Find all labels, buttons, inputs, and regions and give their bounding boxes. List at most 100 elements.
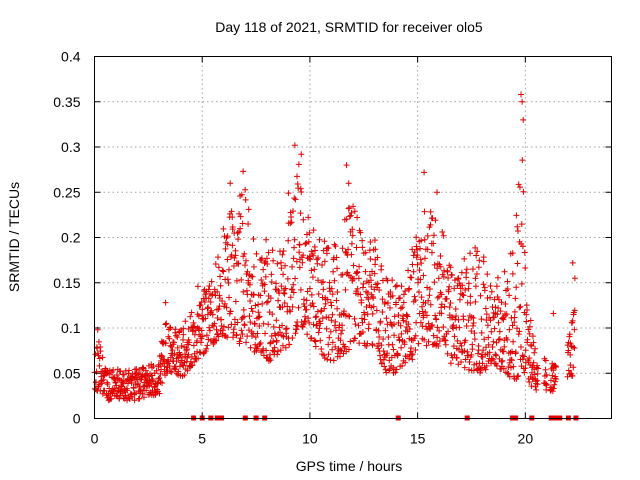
data-point: [473, 252, 480, 259]
data-point: [526, 355, 533, 362]
data-point: [112, 379, 119, 386]
data-point: [265, 321, 272, 328]
data-point: [256, 341, 263, 348]
data-point: [287, 294, 294, 301]
data-point: [236, 210, 243, 217]
data-point: [487, 294, 494, 301]
data-point: [515, 331, 522, 338]
data-point: [334, 305, 341, 312]
data-point: [235, 236, 242, 243]
data-point: [526, 378, 533, 385]
data-point: [116, 395, 123, 402]
data-point: [245, 206, 252, 213]
data-point: [458, 359, 465, 366]
data-point: [505, 370, 512, 377]
data-point: [354, 214, 361, 221]
data-point: [299, 259, 306, 266]
data-point: [359, 319, 366, 326]
data-point: [251, 320, 258, 327]
data-point: [399, 362, 406, 369]
data-point: [516, 304, 523, 311]
data-point: [226, 294, 233, 301]
data-point: [498, 299, 505, 306]
data-point: [382, 366, 389, 373]
data-point: [324, 296, 331, 303]
data-point: [289, 286, 296, 293]
data-point: [461, 364, 468, 371]
data-point: [481, 287, 488, 294]
data-point: [300, 216, 307, 223]
data-point: [506, 292, 513, 299]
data-point: [317, 308, 324, 315]
data-point: [371, 237, 378, 244]
data-point: [465, 366, 472, 373]
data-point: [293, 258, 300, 265]
data-point: [275, 297, 282, 304]
data-point: [488, 288, 495, 295]
data-point: [354, 269, 361, 276]
data-point: [278, 283, 285, 290]
data-point: [360, 280, 367, 287]
data-point: [386, 357, 393, 364]
data-point: [254, 330, 261, 337]
data-point: [355, 275, 362, 282]
data-point: [472, 283, 479, 290]
data-point: [487, 282, 494, 289]
data-point: [391, 332, 398, 339]
data-point: [531, 349, 538, 356]
data-point: [513, 212, 520, 219]
data-point: [465, 285, 472, 292]
data-point: [239, 220, 246, 227]
data-point: [258, 276, 265, 283]
data-point: [369, 310, 376, 317]
data-point: [319, 315, 326, 322]
data-point: [393, 366, 400, 373]
data-point: [424, 246, 431, 253]
data-point: [509, 322, 516, 329]
data-point: [552, 378, 559, 385]
data-point: [180, 325, 187, 332]
data-point: [431, 261, 438, 268]
data-point: [425, 297, 432, 304]
data-point: [285, 190, 292, 197]
data-point: [171, 350, 178, 357]
data-point: [355, 322, 362, 329]
data-point: [309, 300, 316, 307]
data-point: [292, 196, 299, 203]
data-point: [280, 271, 287, 278]
data-point: [337, 347, 344, 354]
data-point: [281, 290, 288, 297]
data-point: [137, 386, 144, 393]
data-point: [345, 246, 352, 253]
data-point: [96, 355, 103, 362]
data-point: [303, 239, 310, 246]
data-point: [267, 340, 274, 347]
data-point: [445, 288, 452, 295]
data-point: [230, 326, 237, 333]
data-point: [172, 326, 179, 333]
data-point: [399, 304, 406, 311]
data-point: [356, 340, 363, 347]
data-point: [385, 300, 392, 307]
data-point: [180, 336, 187, 343]
data-point: [330, 268, 337, 275]
data-point: [447, 360, 454, 367]
data-point: [290, 289, 297, 296]
data-point: [516, 184, 523, 191]
data-point: [347, 338, 354, 345]
data-point: [313, 313, 320, 320]
data-point: [530, 359, 537, 366]
data-point: [364, 289, 371, 296]
data-point: [463, 266, 470, 273]
data-point: [474, 248, 481, 255]
data-point: [469, 322, 476, 329]
data-point: [380, 335, 387, 342]
data-point: [453, 312, 460, 319]
data-point: [224, 233, 231, 240]
data-point: [499, 357, 506, 364]
data-point: [249, 308, 256, 315]
data-point: [509, 250, 516, 257]
data-point: [250, 263, 257, 270]
data-point: [405, 267, 412, 274]
data-point: [308, 267, 315, 274]
